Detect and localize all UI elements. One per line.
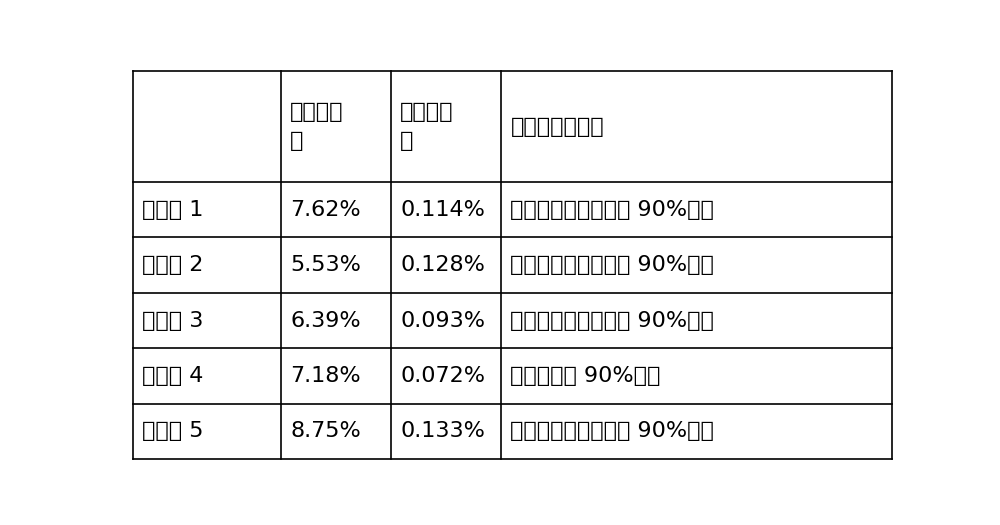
Text: 7.62%: 7.62% [290, 200, 361, 219]
Text: 0.114%: 0.114% [400, 200, 485, 219]
Text: 0.128%: 0.128% [400, 255, 485, 275]
Text: 5.53%: 5.53% [290, 255, 361, 275]
Text: 实施例 4: 实施例 4 [142, 366, 203, 386]
Text: 实施例 1: 实施例 1 [142, 200, 203, 219]
Text: 6.39%: 6.39% [290, 311, 361, 331]
Text: 石油醚、乙醇回收率 90%以上: 石油醚、乙醇回收率 90%以上 [510, 200, 714, 219]
Text: 0.072%: 0.072% [400, 366, 485, 386]
Text: 0.133%: 0.133% [400, 422, 485, 442]
Text: 0.093%: 0.093% [400, 311, 485, 331]
Text: 7.18%: 7.18% [290, 366, 361, 386]
Text: 乙醇回收率 90%以上: 乙醇回收率 90%以上 [510, 366, 661, 386]
Text: 实施例 5: 实施例 5 [142, 422, 204, 442]
Text: 实施例 3: 实施例 3 [142, 311, 203, 331]
Text: 有机溶剂回收率: 有机溶剂回收率 [510, 117, 604, 136]
Text: 石油醚、乙醇回收率 90%以上: 石油醚、乙醇回收率 90%以上 [510, 311, 714, 331]
Text: 姜黄油得
率: 姜黄油得 率 [290, 102, 344, 151]
Text: 石油醚、乙醇回收率 90%以上: 石油醚、乙醇回收率 90%以上 [510, 422, 714, 442]
Text: 姜黄素得
率: 姜黄素得 率 [400, 102, 454, 151]
Text: 石油醚、乙醇回收率 90%以上: 石油醚、乙醇回收率 90%以上 [510, 255, 714, 275]
Text: 实施例 2: 实施例 2 [142, 255, 203, 275]
Text: 8.75%: 8.75% [290, 422, 361, 442]
